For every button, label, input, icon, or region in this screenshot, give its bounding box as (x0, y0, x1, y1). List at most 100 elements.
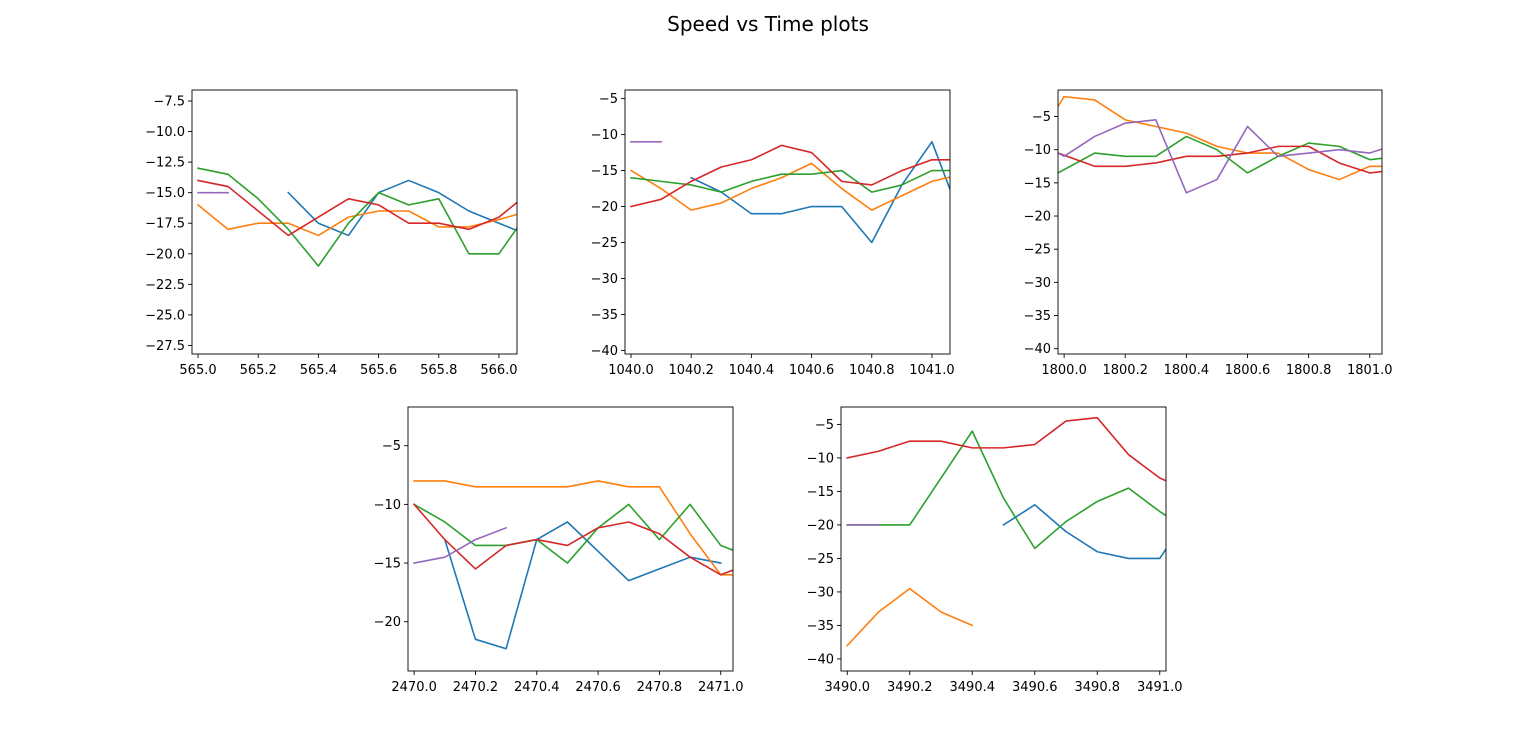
x-tick-label: 1800.4 (1164, 363, 1210, 378)
y-tick-label: −22.5 (145, 278, 185, 293)
series-line-3 (846, 430, 1166, 550)
subplots-group: 565.0 565.2 565.4 565.6 565.8 566.0 −27.5 −25.0… (145, 89, 1393, 695)
series-line-5 (1058, 119, 1382, 194)
y-tick-label: −10.0 (145, 125, 185, 140)
x-tick-label: 2471.0 (698, 680, 744, 695)
y-tick-label: −15 (591, 164, 618, 179)
y-tick-label: −7.5 (153, 95, 185, 110)
y-tick-label: −15.0 (145, 186, 185, 201)
series-line-4 (1058, 145, 1382, 174)
series-line-2 (413, 480, 733, 576)
axes-frame (840, 406, 1167, 672)
y-tick-label: −40 (807, 652, 834, 667)
x-tick-label: 2470.6 (575, 680, 621, 695)
axes-frame (407, 406, 734, 672)
series-line-3 (1058, 135, 1382, 174)
x-tick-label: 3490.0 (825, 680, 871, 695)
subplot-2: 1040.0 1040.2 1040.4 1040.6 1040.8 1041.0 −40 −… (591, 89, 955, 378)
series-group (413, 480, 733, 650)
x-tick-label: 1800.6 (1225, 363, 1271, 378)
axes-frame (191, 89, 518, 355)
x-tick-label: 565.0 (179, 363, 216, 378)
y-tick-label: −30 (807, 585, 834, 600)
y-tick-label: −20 (591, 200, 618, 215)
y-tick-label: −35 (591, 308, 618, 323)
x-tick-label: 1040.4 (729, 363, 775, 378)
x-tick-label: 3490.2 (887, 680, 933, 695)
series-line-4 (846, 416, 1166, 482)
y-tick-label: −40 (1024, 342, 1051, 357)
x-tick-label: 1800.2 (1102, 363, 1148, 378)
x-tick-label: 2470.2 (453, 680, 499, 695)
subplot-5: 3490.0 3490.2 3490.4 3490.6 3490.8 3491.0 −40 −… (807, 406, 1183, 695)
x-tick-label: 565.6 (360, 363, 397, 378)
y-tick-label: −12.5 (145, 156, 185, 171)
y-tick-label: −10 (591, 128, 618, 143)
x-tick-label: 2470.0 (391, 680, 437, 695)
y-tick-label: −25 (807, 552, 834, 567)
y-tick-label: −5 (1032, 110, 1051, 125)
series-line-1 (287, 179, 517, 237)
series-line-2 (1058, 95, 1382, 181)
x-tick-label: 566.0 (480, 363, 517, 378)
x-tick-label: 1040.6 (789, 363, 835, 378)
y-tick-label: −20 (807, 518, 834, 533)
series-group (196, 167, 517, 267)
x-tick-label: 2470.4 (514, 680, 560, 695)
x-tick-label: 1800.8 (1286, 363, 1332, 378)
series-line-4 (197, 179, 517, 237)
series-line-2 (196, 203, 517, 237)
y-tick-label: −25 (591, 236, 618, 251)
axes-frame (624, 89, 951, 355)
y-tick-label: −20 (374, 615, 401, 630)
x-tick-label: 1801.0 (1347, 363, 1393, 378)
y-tick-label: −15 (807, 485, 834, 500)
y-tick-label: −30 (1024, 276, 1051, 291)
x-tick-label: 1040.8 (849, 363, 895, 378)
x-tick-label: 3490.8 (1075, 680, 1121, 695)
y-tick-label: −17.5 (145, 217, 185, 232)
series-group (1058, 95, 1382, 194)
series-group (846, 416, 1166, 647)
y-tick-label: −25.0 (145, 308, 185, 323)
axes-frame (1057, 89, 1383, 355)
y-tick-label: −27.5 (145, 339, 185, 354)
figure-title: Speed vs Time plots (667, 12, 869, 36)
series-line-1 (690, 140, 950, 244)
series-line-1 (1002, 504, 1166, 560)
x-tick-label: 565.8 (420, 363, 457, 378)
series-line-2 (629, 162, 950, 211)
series-group (629, 140, 950, 244)
series-line-2 (846, 587, 974, 647)
x-tick-label: 3491.0 (1137, 680, 1183, 695)
subplot-1: 565.0 565.2 565.4 565.6 565.8 566.0 −27.5 −25.0… (145, 89, 518, 378)
series-line-4 (630, 144, 950, 208)
x-tick-label: 1041.0 (909, 363, 955, 378)
y-tick-label: −15 (374, 557, 401, 572)
x-tick-label: 1040.2 (668, 363, 714, 378)
x-tick-label: 3490.6 (1012, 680, 1058, 695)
y-tick-label: −10 (1024, 143, 1051, 158)
y-tick-label: −10 (374, 498, 401, 513)
y-tick-label: −30 (591, 272, 618, 287)
x-tick-label: 1040.0 (608, 363, 654, 378)
series-line-3 (413, 503, 733, 564)
x-tick-label: 565.4 (300, 363, 337, 378)
x-tick-label: 1800.0 (1041, 363, 1087, 378)
y-tick-label: −35 (1024, 309, 1051, 324)
series-line-5 (413, 526, 508, 564)
y-tick-label: −40 (591, 344, 618, 359)
y-tick-label: −5 (382, 439, 401, 454)
y-tick-label: −15 (1024, 176, 1051, 191)
y-tick-label: −10 (807, 451, 834, 466)
subplot-4: 2470.0 2470.2 2470.4 2470.6 2470.8 2471.0 −20 −… (374, 406, 744, 695)
y-tick-label: −35 (807, 619, 834, 634)
y-tick-label: −5 (599, 92, 618, 107)
series-line-4 (413, 503, 733, 576)
x-tick-label: 3490.4 (950, 680, 996, 695)
series-line-3 (197, 167, 517, 267)
y-tick-label: −20.0 (145, 247, 185, 262)
subplot-3: 1800.0 1800.2 1800.4 1800.6 1800.8 1801.0 −40 −… (1024, 89, 1393, 378)
